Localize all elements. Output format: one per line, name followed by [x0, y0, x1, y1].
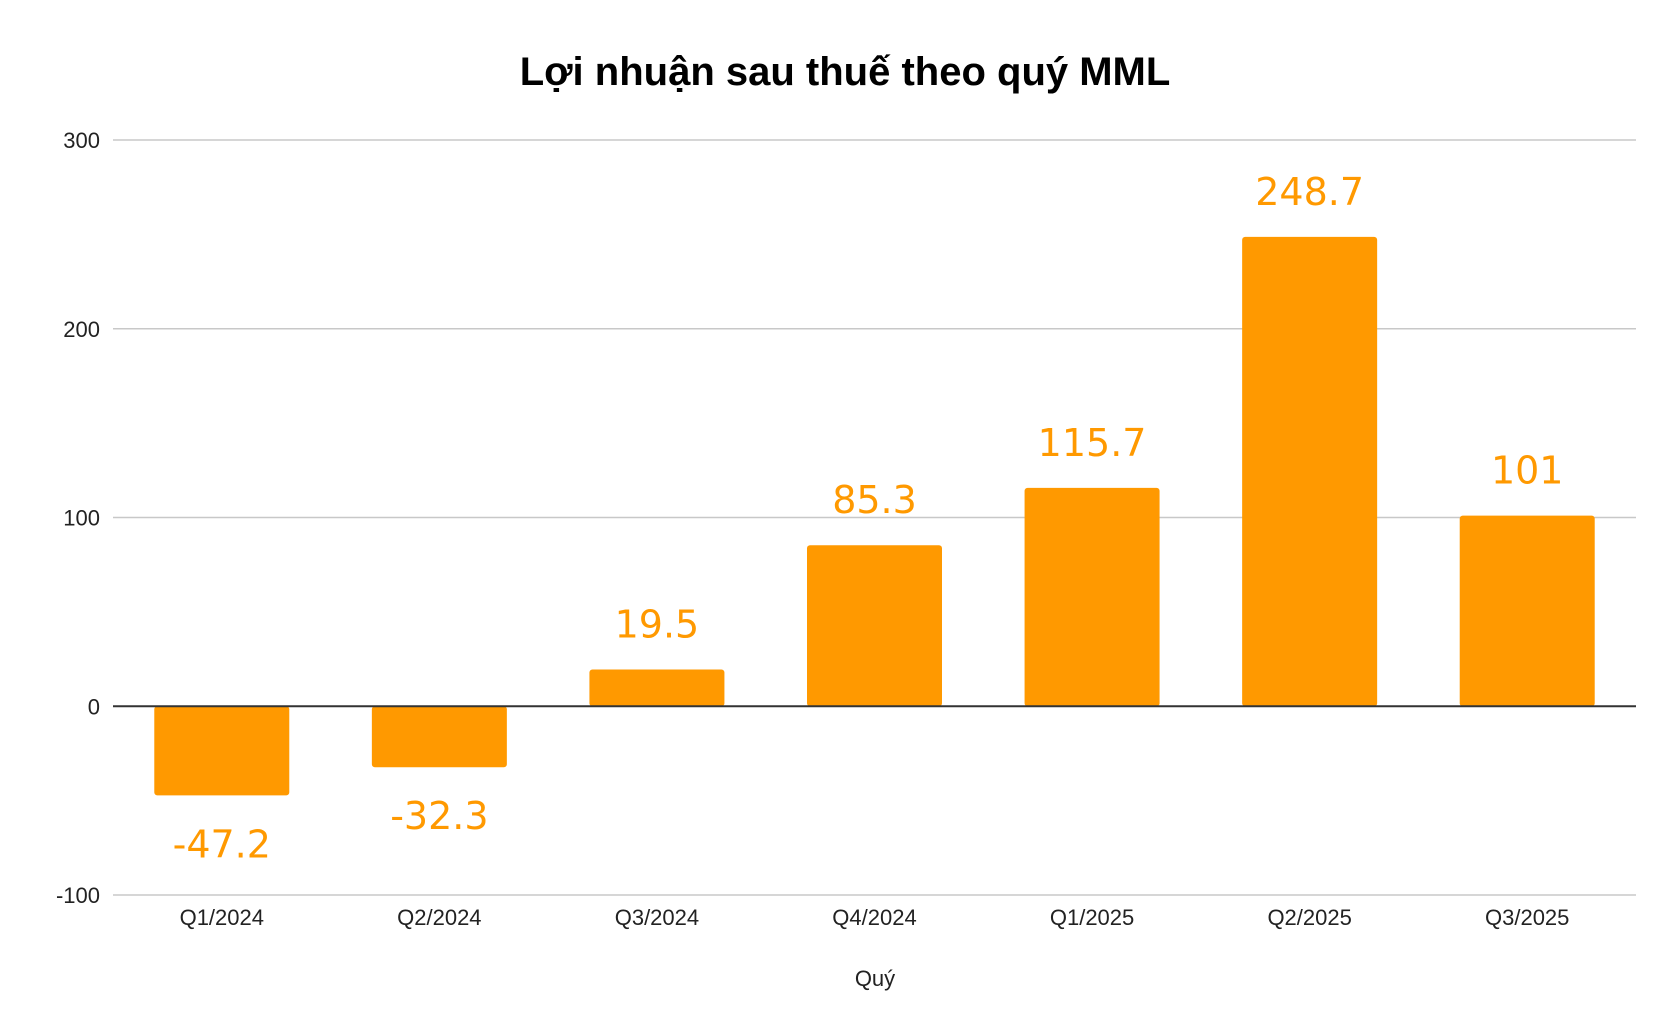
x-tick-label: Q3/2024 [615, 905, 699, 930]
chart-title: Lợi nhuận sau thuế theo quý MML [520, 50, 1171, 94]
x-tick-label: Q1/2025 [1050, 905, 1134, 930]
data-label: -47.2 [173, 822, 271, 866]
y-tick-label: 300 [63, 128, 100, 153]
bar-q1-2025 [1024, 487, 1160, 707]
bar-q2-2025 [1242, 236, 1378, 707]
x-axis-ticks: Q1/2024 Q2/2024 Q3/2024 Q4/2024 Q1/2025 Q2/20… [180, 905, 1570, 930]
bar-q4-2024 [807, 545, 942, 707]
data-label: 248.7 [1255, 170, 1364, 214]
data-label: -32.3 [390, 794, 488, 838]
bar-q3-2024 [589, 669, 725, 707]
y-axis-ticks: -100 0 100 200 300 [56, 128, 100, 908]
y-tick-label: 100 [63, 506, 100, 531]
x-tick-label: Q1/2024 [180, 905, 264, 930]
bars [154, 236, 1595, 796]
bar-q3-2025 [1459, 515, 1595, 707]
x-tick-label: Q2/2025 [1267, 905, 1351, 930]
y-tick-label: 0 [88, 694, 100, 719]
x-tick-label: Q3/2025 [1485, 905, 1569, 930]
y-tick-label: -100 [56, 883, 100, 908]
bar-q1-2024 [154, 706, 290, 796]
x-axis-title: Quý [855, 966, 895, 991]
gridlines [113, 139, 1636, 896]
x-tick-label: Q4/2024 [832, 905, 916, 930]
y-tick-label: 200 [63, 317, 100, 342]
x-tick-label: Q2/2024 [397, 905, 481, 930]
data-label: 19.5 [615, 602, 700, 646]
data-label: 85.3 [832, 478, 917, 522]
data-labels: -47.2 -32.3 19.5 85.3 115.7 248.7 101 [173, 170, 1564, 867]
bar-q2-2024 [371, 706, 507, 768]
data-label: 115.7 [1038, 421, 1147, 465]
data-label: 101 [1491, 449, 1564, 493]
